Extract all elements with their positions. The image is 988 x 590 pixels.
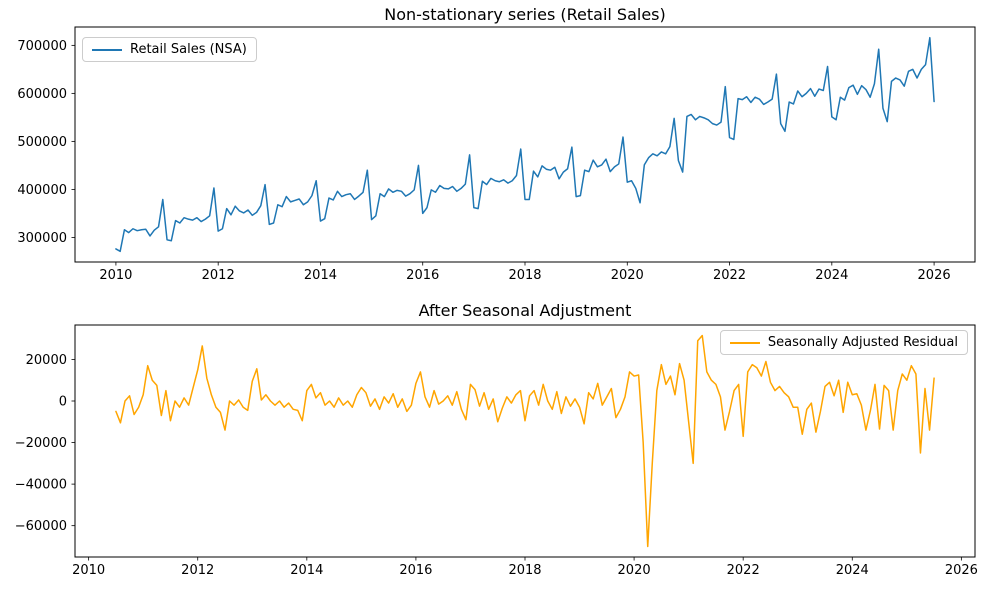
x-tick-label: 2016 bbox=[406, 268, 439, 283]
top-legend: Retail Sales (NSA) bbox=[82, 37, 257, 62]
x-tick-label: 2024 bbox=[815, 268, 848, 283]
y-tick-label: 500000 bbox=[17, 135, 67, 150]
residual-line-swatch bbox=[729, 341, 760, 344]
y-tick-label: 600000 bbox=[17, 87, 67, 102]
y-tick-label: 400000 bbox=[17, 183, 67, 198]
x-tick-label: 2014 bbox=[304, 268, 337, 283]
y-tick-label: −40000 bbox=[15, 478, 67, 493]
x-tick-label: 2022 bbox=[713, 268, 746, 283]
y-tick-label: 700000 bbox=[17, 39, 67, 54]
y-tick-label: 300000 bbox=[17, 231, 67, 246]
bottom-legend-label: Seasonally Adjusted Residual bbox=[767, 335, 958, 350]
x-tick-label: 2026 bbox=[918, 268, 951, 283]
y-tick-label: 20000 bbox=[26, 353, 67, 368]
residual-plot: 2010 2012 2014 2016 2018 2020 2022 2024 2026 −600… bbox=[15, 324, 978, 578]
x-tick-label: 2026 bbox=[945, 563, 978, 578]
top-legend-label: Retail Sales (NSA) bbox=[130, 42, 247, 57]
x-tick-label: 2020 bbox=[618, 563, 651, 578]
x-tick-label: 2020 bbox=[611, 268, 644, 283]
axes-frame bbox=[74, 324, 976, 558]
axes-frame bbox=[74, 26, 976, 263]
bottom-legend: Seasonally Adjusted Residual bbox=[719, 330, 968, 355]
x-tick-label: 2010 bbox=[72, 563, 105, 578]
x-tick-label: 2012 bbox=[202, 268, 235, 283]
retail-sales-line bbox=[115, 36, 935, 253]
x-tick-label: 2012 bbox=[181, 563, 214, 578]
residual-line bbox=[115, 334, 935, 548]
x-tick-label: 2014 bbox=[290, 563, 323, 578]
x-tick-label: 2016 bbox=[399, 563, 432, 578]
y-tick-label: 0 bbox=[59, 395, 67, 410]
x-tick-label: 2018 bbox=[508, 268, 541, 283]
retail-sales-line-swatch bbox=[92, 48, 122, 51]
x-tick-label: 2010 bbox=[99, 268, 132, 283]
x-tick-label: 2022 bbox=[727, 563, 760, 578]
retail-sales-plot: 2010 2012 2014 2016 2018 2020 2022 2024 2026 3000… bbox=[17, 26, 976, 283]
y-tick-label: −60000 bbox=[15, 519, 67, 534]
x-tick-label: 2018 bbox=[508, 563, 541, 578]
x-tick-label: 2024 bbox=[836, 563, 869, 578]
y-tick-label: −20000 bbox=[15, 436, 67, 451]
